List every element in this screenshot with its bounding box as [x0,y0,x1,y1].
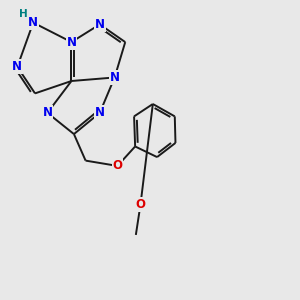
Text: O: O [135,198,146,211]
Text: H: H [19,9,28,19]
Text: N: N [95,18,105,31]
Text: N: N [42,106,52,119]
Text: N: N [28,16,38,29]
Text: N: N [12,60,22,73]
Text: N: N [95,106,105,119]
Text: N: N [110,71,120,84]
Text: O: O [112,159,122,172]
Text: N: N [66,36,76,49]
